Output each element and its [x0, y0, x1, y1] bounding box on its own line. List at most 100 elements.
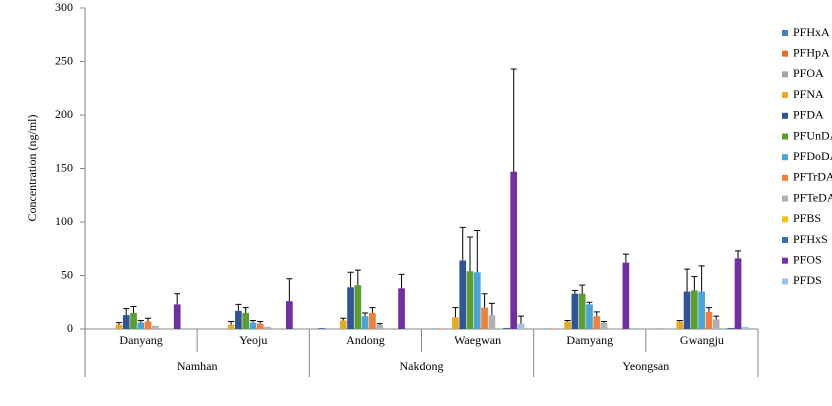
error-bar	[398, 273, 405, 289]
bar	[600, 322, 608, 329]
legend-swatch	[782, 278, 788, 285]
bar	[235, 310, 242, 329]
bar	[144, 321, 152, 329]
error-bar	[340, 317, 347, 321]
legend-label: PFUnDA	[793, 128, 832, 142]
bar	[318, 327, 325, 329]
bar	[622, 262, 630, 329]
group-label: Nakdong	[400, 359, 444, 373]
error-bar	[123, 308, 130, 316]
legend-label: PFHpA	[793, 45, 830, 59]
bar	[398, 288, 405, 329]
legend-swatch	[782, 50, 788, 57]
error-bar	[474, 230, 481, 273]
legend-swatch	[782, 174, 788, 181]
error-bar	[622, 253, 629, 263]
error-bar	[130, 306, 137, 313]
error-bar	[481, 293, 488, 308]
error-bar	[459, 226, 466, 261]
bar	[549, 328, 557, 329]
bar	[481, 307, 488, 329]
error-bar	[137, 319, 144, 323]
bar	[488, 315, 496, 329]
error-bar	[376, 323, 383, 325]
bar	[690, 290, 698, 329]
bar	[130, 312, 137, 329]
error-bar	[601, 321, 608, 323]
bar	[654, 328, 662, 329]
error-bar	[735, 250, 742, 259]
legend-label: PFDS	[793, 273, 822, 287]
y-tick-label: 250	[55, 53, 73, 67]
bar	[339, 320, 347, 329]
bar	[437, 328, 445, 329]
legend-swatch	[782, 257, 788, 264]
error-bar	[586, 301, 593, 305]
bar	[242, 312, 250, 329]
bar	[227, 324, 235, 329]
error-bar	[564, 319, 571, 322]
y-tick-label: 300	[55, 0, 73, 14]
error-bar	[369, 307, 376, 313]
error-bar	[257, 321, 264, 324]
bar	[466, 271, 474, 329]
bar	[510, 171, 518, 329]
legend-label: PFTrDA	[793, 170, 832, 184]
group-label: Yeongsan	[622, 359, 669, 373]
legend-swatch	[782, 154, 788, 161]
x-tick-label: Gwangju	[680, 333, 724, 347]
bar	[517, 323, 525, 329]
x-tick-label: Danyang	[119, 333, 162, 347]
error-bar	[174, 293, 181, 305]
y-tick-label: 200	[55, 107, 73, 121]
legend-label: PFNA	[793, 87, 824, 101]
legend-label: PFHxS	[793, 232, 828, 246]
legend-label: PFOS	[793, 252, 822, 266]
bar	[256, 323, 264, 329]
error-bar	[705, 307, 712, 312]
y-axis-label: Concentration (ng/ml)	[25, 115, 39, 222]
error-bar	[354, 269, 361, 286]
error-bar	[510, 68, 517, 172]
error-bar	[347, 271, 354, 288]
legend-swatch	[782, 112, 788, 119]
error-bar	[593, 311, 600, 317]
error-bar	[242, 307, 249, 313]
legend-label: PFBS	[793, 211, 821, 225]
bar	[459, 260, 467, 329]
error-bar	[145, 317, 152, 322]
error-bar	[488, 302, 495, 316]
group-label: Namhan	[177, 359, 218, 373]
bar	[698, 291, 705, 329]
bar	[122, 315, 130, 329]
error-bar	[517, 315, 524, 324]
legend-swatch	[782, 216, 788, 223]
x-tick-label: Waegwan	[454, 333, 501, 347]
bar	[376, 324, 384, 329]
bar	[264, 326, 271, 329]
bar	[683, 291, 691, 329]
error-bar	[691, 276, 698, 291]
error-bar	[249, 319, 256, 323]
legend-swatch	[782, 71, 788, 78]
bar	[361, 316, 369, 329]
legend-label: PFDA	[793, 108, 824, 122]
bar	[347, 287, 354, 329]
bar	[503, 327, 510, 329]
bar	[137, 322, 145, 329]
bar	[369, 312, 376, 329]
bar	[564, 321, 571, 329]
bar	[473, 272, 481, 329]
legend-swatch	[782, 30, 788, 36]
bar	[734, 258, 742, 329]
bar	[115, 324, 123, 329]
error-bar	[713, 315, 720, 320]
y-tick-label: 150	[55, 160, 73, 174]
bar	[741, 326, 749, 329]
legend-swatch	[782, 237, 788, 243]
bar	[593, 316, 601, 329]
bar	[173, 304, 181, 329]
bar	[705, 311, 713, 329]
bar	[629, 327, 637, 329]
